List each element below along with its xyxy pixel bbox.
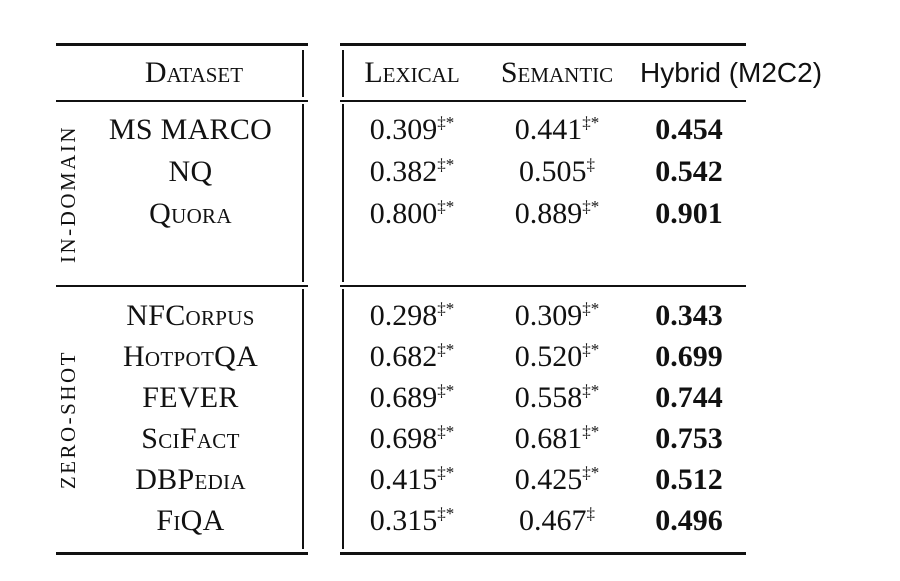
significance-marker: ‡ xyxy=(586,155,596,174)
hybrid-value: 0.343 xyxy=(655,298,723,332)
semantic-value: 0.520‡* xyxy=(514,339,600,373)
semantic-value: 0.467‡ xyxy=(519,503,596,537)
table-row: DBPedia xyxy=(80,459,301,500)
in-domain-names-section: MS MARCO NQ Quora xyxy=(56,102,308,285)
column-header-hybrid: Hybrid (M2C2) xyxy=(640,57,823,88)
row-label: SciFact xyxy=(141,421,240,455)
significance-marker: ‡* xyxy=(582,339,600,359)
semantic-value: 0.681‡* xyxy=(514,421,600,455)
hybrid-value: 0.753 xyxy=(655,421,723,455)
table-row: HotpotQA xyxy=(80,336,301,377)
table-row: 0.698‡* 0.681‡* 0.753 xyxy=(340,418,746,459)
significance-marker: ‡* xyxy=(437,421,455,441)
method-header-row: Lexical Semantic Hybrid (M2C2) xyxy=(340,46,823,100)
header-rule xyxy=(340,100,746,102)
in-domain-values-section: 0.309‡* 0.441‡* 0.454 0.382‡* 0.505‡ 0.5… xyxy=(340,102,746,285)
semantic-value: 0.505‡ xyxy=(519,155,596,188)
bottom-rule xyxy=(56,552,308,555)
significance-marker: ‡* xyxy=(582,421,600,441)
hybrid-value: 0.542 xyxy=(655,155,723,188)
semantic-value: 0.425‡* xyxy=(514,462,600,496)
row-label: FEVER xyxy=(142,380,239,414)
table-row: NFCorpus xyxy=(80,295,301,336)
table-row: 0.415‡* 0.425‡* 0.512 xyxy=(340,459,746,500)
table-row: 0.315‡* 0.467‡ 0.496 xyxy=(340,500,746,541)
row-label: Quora xyxy=(149,197,232,230)
column-header-semantic: Semantic xyxy=(500,56,614,89)
significance-marker: ‡* xyxy=(437,503,455,523)
row-label: MS MARCO xyxy=(108,113,273,146)
lexical-value: 0.698‡* xyxy=(369,421,455,455)
significance-marker: ‡* xyxy=(437,298,455,318)
bottom-rule xyxy=(340,552,746,555)
significance-marker: ‡* xyxy=(582,380,600,400)
lexical-value: 0.415‡* xyxy=(369,462,455,496)
significance-marker: ‡ xyxy=(586,503,596,523)
table-row: MS MARCO xyxy=(80,109,301,151)
significance-marker: ‡* xyxy=(582,298,600,318)
zero-shot-values-section: 0.298‡* 0.309‡* 0.343 0.682‡* 0.520‡* 0.… xyxy=(340,287,746,552)
table-row: 0.298‡* 0.309‡* 0.343 xyxy=(340,295,746,336)
column-divider xyxy=(302,104,304,282)
column-divider xyxy=(342,289,344,549)
table-row: 0.382‡* 0.505‡ 0.542 xyxy=(340,151,746,193)
table-row: 0.682‡* 0.520‡* 0.699 xyxy=(340,336,746,377)
lexical-value: 0.689‡* xyxy=(369,380,455,414)
significance-marker: ‡* xyxy=(437,380,455,400)
significance-marker: ‡* xyxy=(437,339,455,359)
table-row: SciFact xyxy=(80,418,301,459)
significance-marker: ‡* xyxy=(437,462,455,482)
hybrid-value: 0.454 xyxy=(655,113,723,146)
section-rule xyxy=(340,285,746,287)
lexical-value: 0.315‡* xyxy=(369,503,455,537)
hybrid-value: 0.901 xyxy=(655,197,723,230)
table-row: 0.309‡* 0.441‡* 0.454 xyxy=(340,109,746,151)
dataset-header-row: Dataset xyxy=(56,46,308,100)
significance-marker: ‡* xyxy=(437,113,455,132)
row-label: NFCorpus xyxy=(126,298,255,332)
values-block: Lexical Semantic Hybrid (M2C2) 0.309‡* 0… xyxy=(340,43,823,555)
lexical-value: 0.800‡* xyxy=(369,197,455,230)
table-row: FiQA xyxy=(80,500,301,541)
table-row: Quora xyxy=(80,193,301,235)
dataset-block: Dataset IN-DOMAIN MS MARCO NQ Quora ZERO… xyxy=(56,43,308,555)
top-rule xyxy=(56,43,308,46)
significance-marker: ‡* xyxy=(582,113,600,132)
top-rule xyxy=(340,43,746,46)
significance-marker: ‡* xyxy=(437,155,455,174)
semantic-value: 0.441‡* xyxy=(514,113,600,146)
significance-marker: ‡* xyxy=(582,462,600,482)
zero-shot-names-section: NFCorpus HotpotQA FEVER SciFact DBPedia … xyxy=(56,287,308,552)
hybrid-value: 0.512 xyxy=(655,462,723,496)
hybrid-value: 0.496 xyxy=(655,503,723,537)
semantic-value: 0.309‡* xyxy=(514,298,600,332)
table-row: FEVER xyxy=(80,377,301,418)
header-rule xyxy=(56,100,308,102)
lexical-value: 0.309‡* xyxy=(369,113,455,146)
column-divider xyxy=(342,104,344,282)
lexical-value: 0.382‡* xyxy=(369,155,455,188)
row-label: DBPedia xyxy=(135,462,246,496)
hybrid-value: 0.699 xyxy=(655,339,723,373)
table-row: 0.689‡* 0.558‡* 0.744 xyxy=(340,377,746,418)
semantic-value: 0.558‡* xyxy=(514,380,600,414)
row-label: NQ xyxy=(168,155,213,188)
semantic-value: 0.889‡* xyxy=(514,197,600,230)
row-label: FiQA xyxy=(156,503,225,537)
row-label: HotpotQA xyxy=(122,339,259,373)
table-row: 0.800‡* 0.889‡* 0.901 xyxy=(340,193,746,235)
lexical-value: 0.682‡* xyxy=(369,339,455,373)
table-row: NQ xyxy=(80,151,301,193)
column-divider xyxy=(302,50,304,97)
lexical-value: 0.298‡* xyxy=(369,298,455,332)
column-header-lexical: Lexical xyxy=(364,56,460,89)
section-rule xyxy=(56,285,308,287)
significance-marker: ‡* xyxy=(582,197,600,216)
significance-marker: ‡* xyxy=(437,197,455,216)
column-divider xyxy=(302,289,304,549)
hybrid-value: 0.744 xyxy=(655,380,723,414)
dataset-column-header: Dataset xyxy=(144,56,244,89)
column-divider xyxy=(342,50,344,97)
